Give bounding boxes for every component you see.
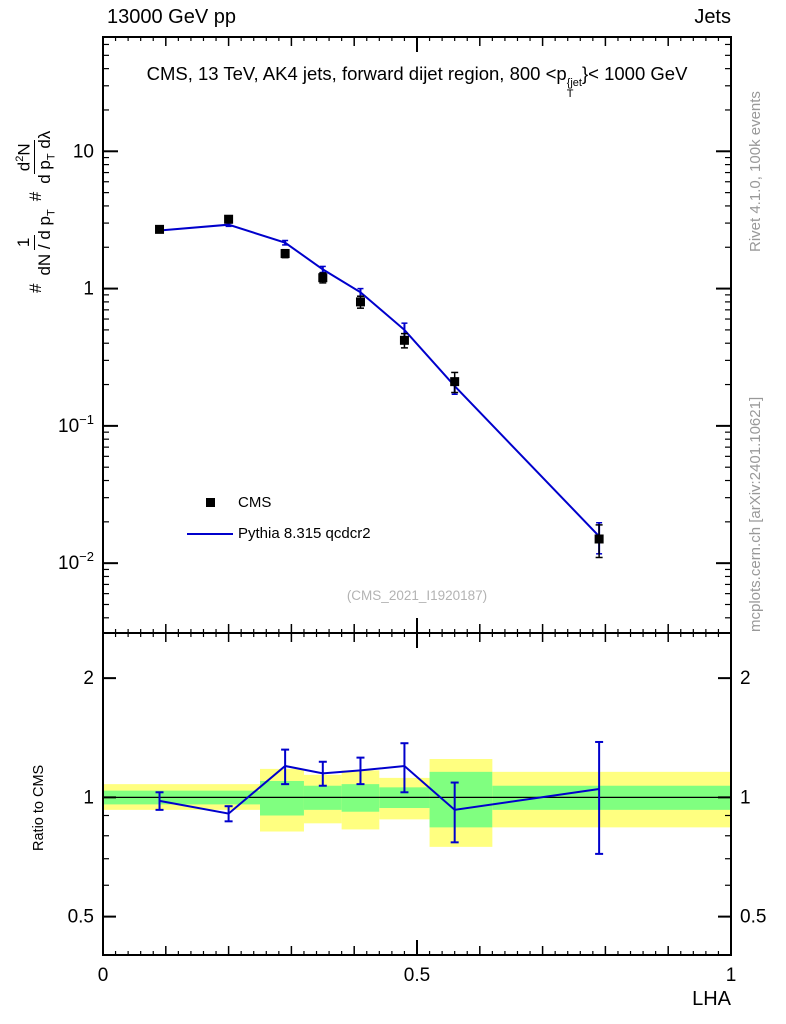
cms-marker-icon	[182, 498, 238, 507]
process-label: Jets	[694, 6, 731, 28]
plot-title-supsub: {jet T	[567, 78, 582, 100]
ratio-uncertainty-bands	[103, 758, 731, 847]
svg-text:1: 1	[740, 787, 751, 808]
plot-title-pre: CMS, 13 TeV, AK4 jets, forward dijet reg…	[146, 63, 567, 84]
svg-text:0.5: 0.5	[740, 907, 766, 928]
svg-text:10−1: 10−1	[58, 412, 94, 437]
plot-title-sup: {jet	[566, 77, 582, 89]
beam-energy-label: 13000 GeV pp	[107, 6, 236, 28]
pythia-line-icon	[182, 532, 238, 535]
plot-title-post: }< 1000 GeV	[581, 63, 688, 84]
legend: CMS Pythia 8.315 qcdcr2	[182, 487, 371, 549]
x-axis-label: LHA	[692, 988, 731, 1010]
svg-text:0: 0	[98, 965, 109, 986]
legend-label-pythia: Pythia 8.315 qcdcr2	[238, 525, 371, 542]
svg-text:10−2: 10−2	[58, 549, 94, 574]
svg-text:1: 1	[726, 965, 737, 986]
axes: 0 0.5 1 10 1 10−1 10−2 0.5 0.5 1 1 2 2	[58, 36, 766, 986]
legend-item-pythia: Pythia 8.315 qcdcr2	[182, 518, 371, 549]
cms-data-series	[155, 214, 604, 559]
analysis-id-watermark: (CMS_2021_I1920187)	[346, 588, 488, 603]
legend-item-cms: CMS	[182, 487, 371, 518]
ratio-series	[155, 740, 604, 855]
svg-text:2: 2	[83, 668, 94, 689]
legend-label-cms: CMS	[238, 494, 272, 511]
svg-text:0.5: 0.5	[404, 965, 430, 986]
svg-text:2: 2	[740, 668, 751, 689]
plot-title-sub: T	[566, 88, 574, 100]
svg-text:0.5: 0.5	[68, 907, 94, 928]
svg-text:10: 10	[73, 141, 94, 162]
svg-text:1: 1	[83, 279, 94, 300]
svg-text:1: 1	[83, 787, 94, 808]
plot-title: CMS, 13 TeV, AK4 jets, forward dijet reg…	[103, 63, 731, 100]
